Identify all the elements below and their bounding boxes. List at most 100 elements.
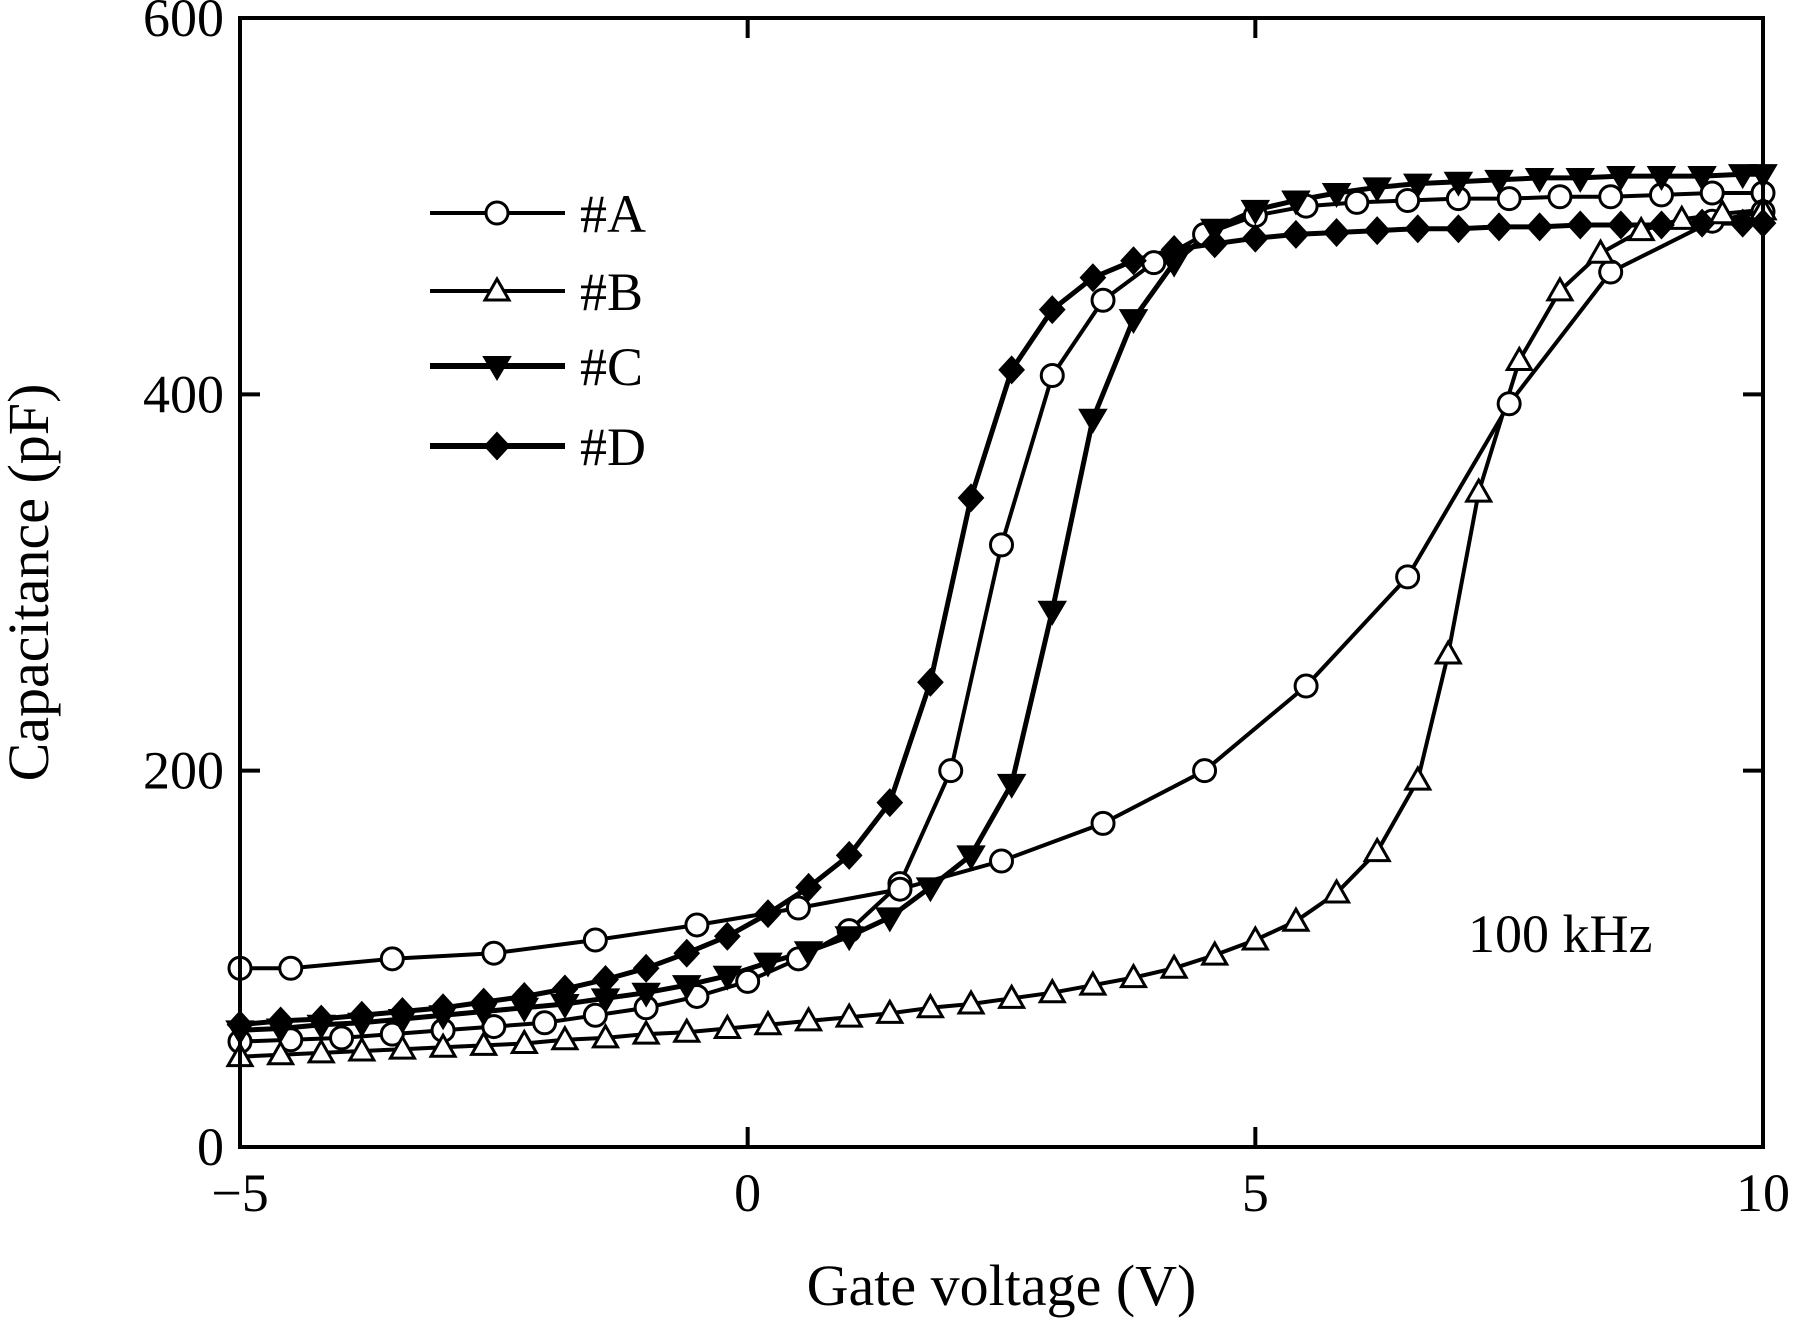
series-d-point (1404, 214, 1432, 244)
series-b-point (915, 992, 946, 1019)
series-a-point (785, 895, 811, 921)
series-b-point (1667, 204, 1697, 230)
series-a-reverse-point (379, 1021, 405, 1047)
series-b-point (590, 1022, 621, 1049)
series-b-point (1433, 638, 1463, 665)
series-b-point (347, 1036, 377, 1062)
series-b-point (266, 1039, 296, 1066)
series-d-point (998, 355, 1026, 385)
series-d-point (1282, 219, 1310, 249)
series-c-point (875, 907, 905, 933)
series-a-reverse-point (582, 1002, 608, 1028)
series-a-reverse-point (735, 968, 761, 994)
series-b-point (997, 983, 1027, 1009)
series-d-point (1079, 263, 1107, 293)
series-d-point (389, 997, 416, 1026)
series-c-point (1403, 173, 1433, 199)
series-b-point (1403, 765, 1433, 791)
legend-label-c: #C (580, 337, 643, 397)
series-c-point (1687, 166, 1717, 192)
series-b-point (794, 1005, 824, 1032)
legend-entry-b: #B (430, 262, 643, 322)
series-b-point (1281, 906, 1311, 932)
series-c-point (1565, 167, 1595, 193)
series-b-point (672, 1017, 702, 1043)
series-a-reverse-point (1699, 180, 1725, 206)
series-b-point (469, 1030, 499, 1056)
series-a-point (1395, 564, 1421, 590)
series-a-reverse-point (1598, 184, 1624, 210)
legend-label-d: #D (580, 417, 646, 477)
series-c-point (915, 877, 946, 903)
series-c-point (996, 773, 1027, 799)
x-tick-label: 5 (1242, 1163, 1269, 1223)
series-c-point (834, 926, 864, 952)
series-d-point (551, 974, 579, 1004)
series-b-point (753, 1009, 783, 1036)
series-b-point (1626, 215, 1656, 242)
series-d-point (1526, 212, 1553, 242)
series-d-point (592, 965, 619, 995)
series-a-point (989, 848, 1014, 874)
series-a-point (1192, 758, 1218, 784)
series-c-point (1281, 190, 1311, 216)
series-a-reverse-point (1547, 184, 1573, 210)
series-c-point (1240, 199, 1271, 225)
series-a-reverse-point (938, 758, 964, 784)
series-c-point (1037, 600, 1068, 626)
series-d-point (1607, 210, 1635, 240)
series-d-point (307, 1004, 335, 1034)
y-tick-label: 0 (197, 1117, 224, 1177)
series-d-point (1038, 295, 1066, 325)
series-c-point (1727, 164, 1758, 190)
y-tick-label: 200 (143, 741, 224, 801)
series-a-reverse-point (329, 1025, 355, 1051)
series-b-point (1545, 275, 1575, 302)
legend-symbol-c (430, 356, 565, 381)
legend-entry-a: #A (430, 184, 646, 244)
series-d-point (1160, 234, 1188, 264)
legend-marker-d (483, 431, 511, 461)
series-b-point (1585, 238, 1616, 264)
series-c-point (1606, 166, 1636, 192)
series-b-point (306, 1037, 336, 1064)
x-tick-label: 0 (734, 1163, 761, 1223)
series-b-point (712, 1013, 742, 1039)
series-b-point (1464, 477, 1494, 503)
series-d-point (876, 788, 904, 818)
series-d-point (1566, 210, 1594, 240)
series-d-point (470, 987, 498, 1017)
series-b-point (1200, 940, 1230, 966)
series-d-point (1688, 208, 1716, 238)
legend-label-a: #A (580, 184, 646, 244)
series-b-point (1037, 977, 1067, 1004)
legend-symbol-b (430, 275, 565, 302)
series-d-point (429, 993, 457, 1023)
series-a-reverse-point (1344, 189, 1370, 215)
series-d-point (713, 921, 741, 951)
series-c-point (956, 845, 986, 871)
series-d-point (835, 840, 863, 870)
series-b-point (428, 1032, 458, 1058)
series-a-point (1496, 391, 1522, 417)
series-a-reverse-point (1090, 287, 1116, 313)
series-d-point (673, 938, 701, 968)
series-b-point (1504, 345, 1534, 371)
series-a-point (1090, 810, 1116, 836)
legend-marker-a (484, 200, 510, 226)
series-d-point (348, 1000, 376, 1030)
series-a-point (1598, 259, 1624, 285)
series-b-point (875, 998, 905, 1024)
series-b-point (1118, 962, 1149, 989)
series-d-point (1363, 216, 1391, 246)
series-d-point (1201, 229, 1229, 259)
series-b-point (1078, 970, 1108, 996)
series-b-point (509, 1028, 539, 1055)
series-d-point (267, 1006, 294, 1036)
series-a-reverse-point (1039, 363, 1065, 389)
series-d-point (1445, 214, 1472, 244)
series-d-point (917, 667, 944, 697)
series-a-reverse-point (1496, 186, 1522, 212)
series-b-point (1707, 198, 1737, 225)
